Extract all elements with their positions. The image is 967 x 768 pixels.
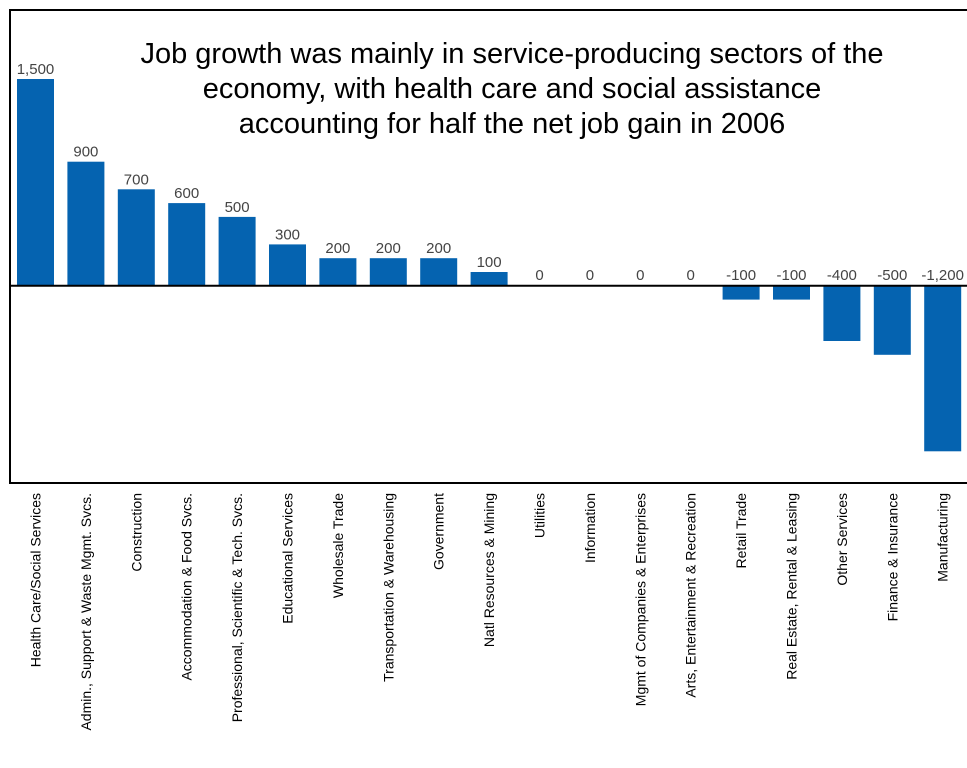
category-label: Arts, Entertainment & Recreation — [683, 493, 699, 698]
bar-value-label: 0 — [687, 267, 695, 284]
bar-value-label: 0 — [535, 267, 543, 284]
category-label: Admin., Support & Waste Mgmt. Svcs. — [78, 493, 94, 731]
bar — [722, 285, 760, 300]
bar — [67, 161, 105, 286]
category-label: Educational Services — [280, 493, 296, 624]
category-label: Natl Resources & Mining — [481, 493, 497, 647]
bar — [470, 272, 508, 286]
bar-value-label: 300 — [275, 226, 300, 243]
category-label: Finance & Insurance — [884, 493, 900, 622]
bar-value-label: -400 — [827, 267, 857, 284]
bar-value-label: 200 — [376, 240, 401, 257]
bar-value-label: 200 — [325, 240, 350, 257]
category-label: Information — [582, 493, 598, 563]
bar-value-label: -1,200 — [921, 267, 964, 284]
bar — [823, 285, 861, 341]
bar — [117, 189, 155, 286]
bar-value-label: 900 — [73, 144, 98, 161]
bar-value-label: 600 — [174, 185, 199, 202]
bars — [17, 79, 962, 452]
bar — [168, 203, 206, 286]
bar — [873, 285, 911, 355]
bar — [924, 285, 962, 452]
category-label: Health Care/Social Services — [28, 493, 44, 667]
bar — [773, 285, 810, 300]
category-label: Other Services — [834, 493, 850, 586]
bar-value-label: 0 — [636, 267, 644, 284]
bar — [420, 258, 458, 286]
bar — [319, 258, 357, 286]
bar-value-label: 200 — [426, 240, 451, 257]
bar — [269, 244, 306, 286]
value-labels: 1,500 900 700 600 500 300 200 200 200 100 0 0 0 0 -100… — [17, 61, 964, 284]
bar — [369, 258, 407, 286]
category-label: Retail Trade — [733, 493, 749, 569]
category-label: Utilities — [532, 493, 548, 538]
bar-value-label: 1,500 — [17, 61, 55, 78]
bar-value-label: 100 — [477, 254, 502, 271]
bar — [17, 79, 54, 286]
bar-value-label: 500 — [225, 199, 250, 216]
category-labels: Health Care/Social Services Admin., Suppo… — [28, 493, 951, 731]
chart-title-line-3: accounting for half the net job gain in … — [239, 108, 786, 140]
category-label: Transportation & Warehousing — [380, 493, 396, 682]
bar-value-label: -100 — [776, 267, 806, 284]
category-label: Manufacturing — [935, 493, 951, 582]
chart-title-line-2: economy, with health care and social ass… — [203, 73, 821, 105]
category-label: Wholesale Trade — [330, 493, 346, 598]
bar — [218, 216, 256, 286]
bar-value-label: 700 — [124, 171, 149, 188]
plot-frame — [9, 9, 967, 484]
category-label: Mgmt of Companies & Enterprises — [632, 493, 648, 706]
category-label: Accommodation & Food Svcs. — [179, 493, 195, 681]
category-label: Construction — [128, 493, 144, 572]
category-label: Professional, Scientific & Tech. Svcs. — [229, 493, 245, 722]
chart-title-line-1: Job growth was mainly in service-produci… — [140, 38, 883, 70]
bar-value-label: 0 — [586, 267, 594, 284]
category-label: Government — [431, 493, 447, 570]
bar-value-label: -100 — [726, 267, 756, 284]
bar-value-label: -500 — [877, 267, 907, 284]
category-label: Real Estate, Rental & Leasing — [784, 493, 800, 680]
